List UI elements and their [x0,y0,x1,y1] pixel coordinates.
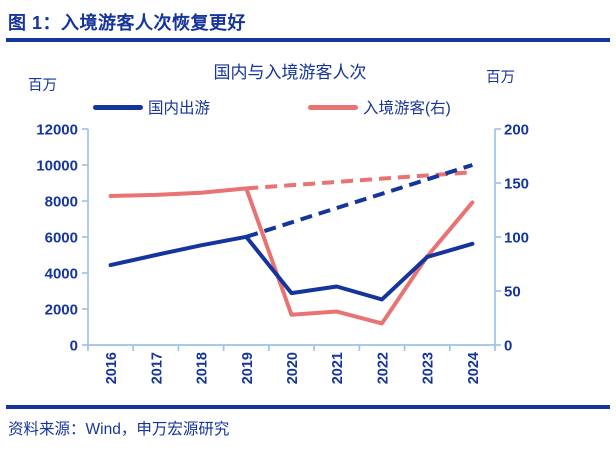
legend-label-inbound: 入境游客(右) [363,100,451,117]
title-divider [6,38,610,42]
legend: 国内出游 入境游客(右) [0,97,616,117]
legend-item-inbound: 入境游客(右) [308,97,451,117]
left-axis-unit-label: 百万 [28,78,57,94]
svg-text:8000: 8000 [45,194,78,211]
svg-text:100: 100 [504,230,529,247]
svg-text:200: 200 [504,122,529,139]
figure-title: 图 1：入境游客人次恢复更好 [8,13,247,33]
svg-text:0: 0 [504,338,512,355]
svg-text:2021: 2021 [330,352,346,384]
svg-text:12000: 12000 [36,122,78,139]
svg-text:50: 50 [504,284,521,301]
chart-title: 国内与入境游客人次 [213,63,367,82]
svg-text:2018: 2018 [195,352,211,384]
svg-text:2023: 2023 [421,352,437,384]
svg-text:2024: 2024 [466,352,482,384]
legend-line-domestic-icon [93,104,143,110]
svg-text:2016: 2016 [104,352,120,384]
svg-text:0: 0 [70,338,78,355]
legend-label-domestic: 国内出游 [148,100,211,117]
legend-line-inbound-icon [308,104,358,110]
svg-text:2000: 2000 [45,302,78,319]
svg-text:6000: 6000 [45,230,78,247]
svg-text:10000: 10000 [36,158,78,175]
svg-text:2019: 2019 [240,352,256,384]
svg-text:4000: 4000 [45,266,78,283]
source-text: 资料来源：Wind，申万宏源研究 [8,421,230,438]
svg-text:2022: 2022 [375,352,391,384]
legend-item-domestic: 国内出游 [93,97,210,117]
svg-text:150: 150 [504,176,529,193]
right-axis-unit-label: 百万 [486,70,515,86]
svg-text:2017: 2017 [149,352,165,384]
footer-divider [6,405,610,409]
svg-text:2020: 2020 [285,352,301,384]
